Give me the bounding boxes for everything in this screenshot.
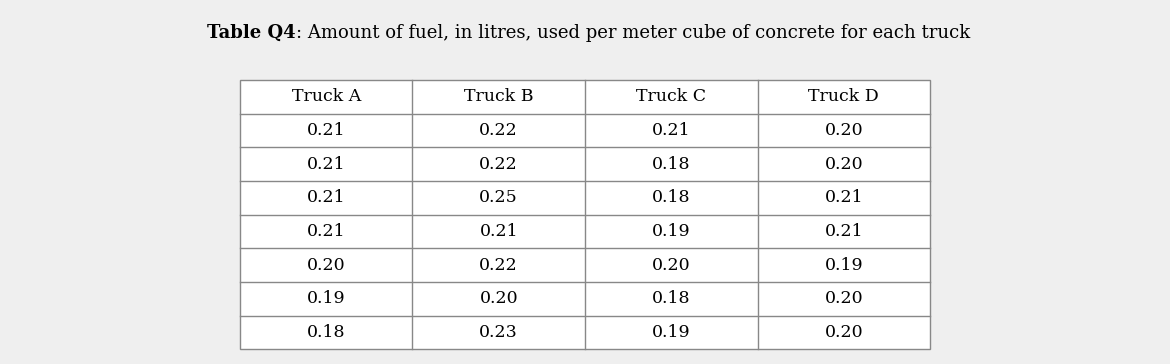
Text: 0.18: 0.18 xyxy=(652,156,690,173)
Text: 0.21: 0.21 xyxy=(307,223,345,240)
Text: 0.21: 0.21 xyxy=(480,223,518,240)
Text: 0.20: 0.20 xyxy=(825,156,863,173)
Text: 0.25: 0.25 xyxy=(480,189,518,206)
Text: 0.20: 0.20 xyxy=(307,257,345,274)
Text: Truck D: Truck D xyxy=(808,88,879,106)
Text: 0.19: 0.19 xyxy=(307,290,345,308)
Text: 0.22: 0.22 xyxy=(480,122,518,139)
Text: 0.21: 0.21 xyxy=(307,156,345,173)
Text: 0.20: 0.20 xyxy=(480,290,518,308)
Text: 0.20: 0.20 xyxy=(652,257,690,274)
Text: 0.20: 0.20 xyxy=(825,324,863,341)
Text: Truck C: Truck C xyxy=(636,88,707,106)
Text: 0.21: 0.21 xyxy=(825,189,863,206)
Text: 0.19: 0.19 xyxy=(652,324,690,341)
Text: 0.21: 0.21 xyxy=(307,122,345,139)
Text: 0.19: 0.19 xyxy=(652,223,690,240)
Text: 0.20: 0.20 xyxy=(825,122,863,139)
Text: 0.18: 0.18 xyxy=(652,189,690,206)
Text: 0.20: 0.20 xyxy=(825,290,863,308)
Text: 0.23: 0.23 xyxy=(480,324,518,341)
Bar xyxy=(240,80,930,349)
Text: 0.21: 0.21 xyxy=(307,189,345,206)
Text: 0.22: 0.22 xyxy=(480,156,518,173)
Text: : Amount of fuel, in litres, used per meter cube of concrete for each truck: : Amount of fuel, in litres, used per me… xyxy=(296,24,970,41)
Text: Truck B: Truck B xyxy=(464,88,534,106)
Text: 0.21: 0.21 xyxy=(825,223,863,240)
Text: 0.22: 0.22 xyxy=(480,257,518,274)
Text: 0.19: 0.19 xyxy=(825,257,863,274)
Text: Table Q4: Table Q4 xyxy=(207,24,296,41)
Text: Truck A: Truck A xyxy=(291,88,360,106)
Text: 0.21: 0.21 xyxy=(652,122,690,139)
Text: 0.18: 0.18 xyxy=(307,324,345,341)
Text: 0.18: 0.18 xyxy=(652,290,690,308)
